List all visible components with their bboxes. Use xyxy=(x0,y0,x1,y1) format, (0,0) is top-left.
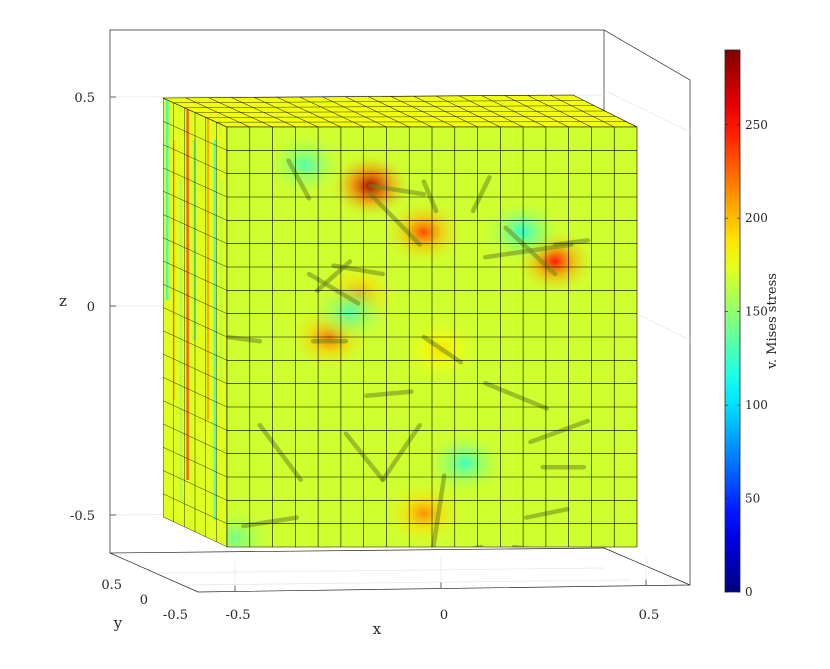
x-tick-label: -0.5 xyxy=(225,608,250,623)
colorbar-tick-label: 150 xyxy=(745,305,768,319)
fiber xyxy=(431,473,447,547)
left-mesh-line xyxy=(163,446,227,478)
left-mesh-line xyxy=(163,400,227,431)
stress-spot xyxy=(262,130,347,199)
left-mesh-line xyxy=(163,144,227,174)
fiber xyxy=(528,418,591,445)
colorbar-tick-label: 250 xyxy=(745,118,768,132)
left-mesh-line xyxy=(163,167,227,198)
fiber xyxy=(257,422,304,483)
colorbar-ticks: 0 50 100 150 200 250 xyxy=(725,118,768,599)
fiber xyxy=(368,183,427,197)
z-tick-label: 0.5 xyxy=(74,91,95,106)
left-mesh-line xyxy=(163,353,227,384)
z-tick-label: -0.5 xyxy=(70,509,95,524)
left-mesh-line xyxy=(163,237,227,268)
top-mesh-line xyxy=(194,110,606,113)
fiber xyxy=(469,544,484,547)
floor-gridline xyxy=(184,579,631,586)
colorbar-tick-label: 100 xyxy=(745,398,768,412)
fiber xyxy=(470,175,492,214)
left-mesh-line xyxy=(163,260,227,291)
left-mesh-line xyxy=(163,470,227,501)
fiber xyxy=(314,259,353,294)
left-mesh-line xyxy=(163,377,227,408)
x-tick-label: 0.5 xyxy=(639,608,660,623)
fiber xyxy=(380,422,422,483)
side-gridline xyxy=(607,91,691,133)
y-tick-label: 0.5 xyxy=(101,578,122,593)
left-stripe xyxy=(172,140,176,400)
fiber xyxy=(286,158,312,201)
axes-floor-edge xyxy=(109,547,605,554)
y-axis-ticks: -0.5 0 0.5 xyxy=(101,578,188,623)
fiber xyxy=(227,334,263,344)
x-axis-label: x xyxy=(373,620,382,638)
colorbar: 0 50 100 150 200 250 v. Mises stress xyxy=(724,49,780,599)
z-axis-label: z xyxy=(59,292,67,310)
fiber xyxy=(364,389,414,399)
cube-left-face xyxy=(163,98,227,547)
left-mesh-line xyxy=(163,493,227,524)
left-stripe xyxy=(166,100,169,300)
left-stripe xyxy=(213,140,216,520)
left-mesh-line xyxy=(163,121,227,151)
colorbar-tick-label: 50 xyxy=(745,492,760,506)
left-stripe xyxy=(200,180,203,440)
colorbar-tick-label: 0 xyxy=(745,585,753,599)
axes-floor-edge-2 xyxy=(603,547,691,586)
left-stripe xyxy=(206,100,210,420)
fiber xyxy=(368,191,422,247)
x-tick-label: 0 xyxy=(440,608,448,623)
x-axis-ticks: -0.5 0 0.5 xyxy=(225,579,660,623)
fiber xyxy=(241,515,299,529)
mesh-cube xyxy=(162,94,638,548)
left-mesh-line xyxy=(163,423,227,454)
colorbar-label: v. Mises stress xyxy=(765,273,780,370)
stress-spot xyxy=(381,479,466,547)
left-mesh-line xyxy=(163,214,227,244)
y-tick-label: -0.5 xyxy=(163,608,188,623)
fiber xyxy=(483,380,550,411)
fiber xyxy=(524,506,570,520)
left-mesh-line xyxy=(163,307,227,338)
fiber xyxy=(306,271,361,306)
z-tick-label: 0 xyxy=(87,300,95,315)
left-stripe xyxy=(186,100,189,480)
fiber-group xyxy=(227,158,591,547)
top-mesh-line xyxy=(216,121,627,123)
left-stripe xyxy=(220,180,223,380)
left-stripe xyxy=(179,180,182,500)
mesh-grid xyxy=(226,126,638,548)
left-face-outline xyxy=(163,98,227,547)
fiber xyxy=(421,179,439,214)
z-axis-ticks: -0.5 0 0.5 xyxy=(70,91,116,524)
fiber xyxy=(343,431,386,483)
cube-top-face xyxy=(162,94,638,128)
y-axis-label: y xyxy=(113,614,123,632)
stress-spot xyxy=(308,277,392,346)
left-mesh-line xyxy=(163,190,227,221)
colorbar-tick-label: 200 xyxy=(745,211,768,225)
top-mesh-line xyxy=(205,116,616,118)
top-mesh-line xyxy=(184,105,595,108)
floor-gridline xyxy=(155,567,605,574)
left-stripe xyxy=(193,140,196,340)
left-mesh-line xyxy=(163,330,227,361)
colorbar-gradient xyxy=(724,49,741,593)
left-mesh-line xyxy=(163,284,227,314)
stress-spot xyxy=(381,198,466,266)
top-mesh-line xyxy=(173,100,584,104)
fiber xyxy=(483,242,574,260)
y-tick-label: 0 xyxy=(140,593,148,608)
